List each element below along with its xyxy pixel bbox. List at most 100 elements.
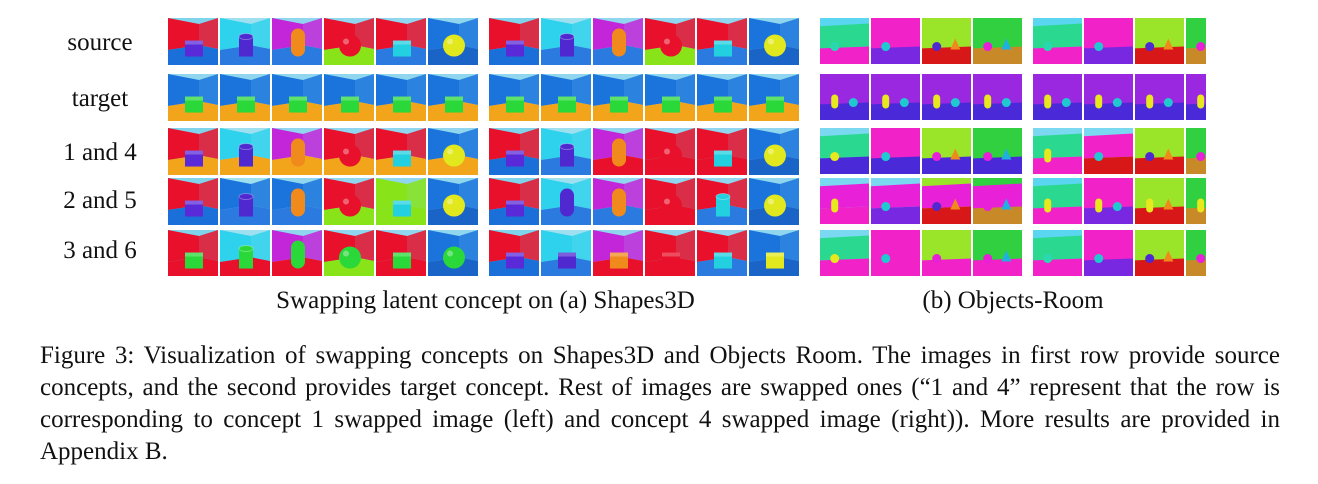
objects-room-tile	[1033, 230, 1082, 276]
shapes3d-tile	[376, 74, 426, 121]
objects-room-tile	[820, 230, 869, 276]
shapes3d-tile	[272, 178, 322, 225]
shapes3d-tile	[220, 74, 270, 121]
shapes3d-tile	[541, 230, 591, 276]
shapes3d-tile	[697, 230, 747, 276]
shapes3d-tile	[489, 18, 539, 65]
shapes3d-tile	[168, 230, 218, 276]
shapes3d-tile	[593, 128, 643, 175]
shapes3d-tile	[168, 178, 218, 225]
shapes3d-tile	[489, 74, 539, 121]
objects-room-grid	[820, 18, 1206, 276]
shapes3d-tile	[593, 74, 643, 121]
shapes3d-tile	[272, 74, 322, 121]
shapes3d-tile	[428, 178, 478, 225]
objects-room-tile	[922, 178, 971, 224]
row-label-3-and-6: 3 and 6	[63, 237, 137, 264]
shapes3d-tile	[428, 74, 478, 121]
objects-room-tile	[1135, 18, 1184, 64]
subcaption-b: (b) Objects-Room	[922, 287, 1104, 314]
objects-room-tile	[922, 128, 971, 174]
shapes3d-tile	[541, 128, 591, 175]
shapes3d-tile	[541, 18, 591, 65]
shapes3d-tile	[489, 128, 539, 175]
objects-room-tile	[1084, 230, 1133, 276]
shapes3d-image-grid	[168, 18, 799, 276]
objects-room-tile	[1186, 18, 1206, 64]
shapes3d-tile	[272, 128, 322, 175]
row-label-1-and-4: 1 and 4	[63, 139, 137, 166]
objects-room-tile	[1033, 18, 1082, 64]
shapes3d-tile	[749, 230, 799, 276]
shapes3d-tile	[220, 18, 270, 65]
objects-room-tile	[1135, 230, 1184, 276]
shapes3d-tile	[324, 18, 374, 65]
objects-room-tile	[1135, 178, 1184, 224]
objects-room-tile	[973, 178, 1022, 224]
row-label-2-and-5: 2 and 5	[63, 187, 137, 214]
objects-room-tile	[922, 18, 971, 64]
shapes3d-tile	[645, 178, 695, 225]
row-label-source: source	[67, 29, 133, 56]
objects-room-tile	[1186, 74, 1206, 120]
objects-room-tile	[820, 128, 869, 174]
shapes3d-tile	[749, 74, 799, 121]
objects-room-tile	[1033, 74, 1082, 120]
shapes3d-tile	[593, 178, 643, 225]
objects-room-tile	[1033, 178, 1082, 224]
shapes3d-tile	[428, 230, 478, 276]
shapes3d-tile	[645, 230, 695, 276]
shapes3d-tile	[168, 74, 218, 121]
objects-room-tile	[1033, 128, 1082, 174]
objects-room-tile	[871, 230, 920, 276]
shapes3d-tile	[593, 18, 643, 65]
objects-room-tile	[1135, 128, 1184, 174]
objects-room-tile	[871, 128, 920, 174]
objects-room-tile	[820, 18, 869, 64]
shapes3d-tile	[376, 128, 426, 175]
objects-room-image-grid	[820, 18, 1206, 276]
shapes3d-tile	[324, 230, 374, 276]
objects-room-tile	[922, 230, 971, 276]
objects-room-tile	[1084, 18, 1133, 64]
objects-room-tile	[1084, 128, 1133, 174]
shapes3d-tile	[428, 128, 478, 175]
shapes3d-tile	[324, 128, 374, 175]
shapes3d-tile	[697, 18, 747, 65]
objects-room-tile	[973, 74, 1022, 120]
shapes3d-tile	[489, 178, 539, 225]
shapes3d-tile	[749, 18, 799, 65]
shapes3d-grid	[168, 18, 803, 276]
shapes3d-tile	[376, 230, 426, 276]
shapes3d-tile	[645, 128, 695, 175]
shapes3d-tile	[168, 18, 218, 65]
shapes3d-tile	[428, 18, 478, 65]
objects-room-tile	[871, 178, 920, 224]
objects-room-tile	[973, 230, 1022, 276]
objects-room-tile	[973, 128, 1022, 174]
objects-room-tile	[1186, 128, 1206, 174]
shapes3d-tile	[697, 178, 747, 225]
shapes3d-tile	[645, 18, 695, 65]
shapes3d-tile	[168, 128, 218, 175]
objects-room-tile	[820, 178, 869, 224]
shapes3d-tile	[593, 230, 643, 276]
objects-room-tile	[1084, 74, 1133, 120]
objects-room-tile	[973, 18, 1022, 64]
objects-room-tile	[820, 74, 869, 120]
figure-3: source target 1 and 4 2 and 5 3 and 6 Sw…	[63, 18, 1206, 314]
shapes3d-tile	[272, 230, 322, 276]
shapes3d-tile	[697, 128, 747, 175]
shapes3d-tile	[541, 74, 591, 121]
subcaption-a: Swapping latent concept on (a) Shapes3D	[276, 287, 695, 314]
row-label-target: target	[71, 85, 129, 112]
objects-room-tile	[1135, 74, 1184, 120]
shapes3d-tile	[272, 18, 322, 65]
shapes3d-tile	[376, 18, 426, 65]
shapes3d-tile	[220, 128, 270, 175]
shapes3d-tile	[376, 178, 426, 225]
shapes3d-tile	[645, 74, 695, 121]
shapes3d-tile	[541, 178, 591, 225]
shapes3d-tile	[489, 230, 539, 276]
objects-room-tile	[871, 74, 920, 120]
